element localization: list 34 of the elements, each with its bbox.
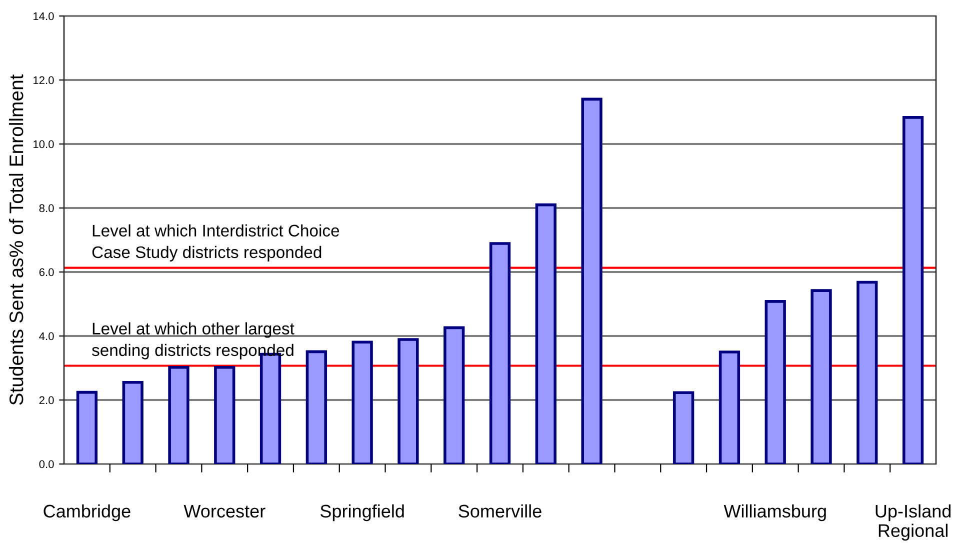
- bar: [214, 366, 236, 464]
- y-tick-label: 8.0: [39, 204, 54, 212]
- x-tick-label: Up-Island Regional: [876, 504, 951, 541]
- y-tick-label: 4.0: [39, 332, 54, 340]
- bar: [444, 326, 465, 464]
- bar: [306, 350, 327, 464]
- y-tick-label: 12.0: [34, 76, 54, 84]
- bar: [168, 366, 190, 464]
- bar: [673, 391, 694, 464]
- y-tick-label: 14.0: [34, 12, 54, 20]
- bar: [856, 280, 878, 464]
- x-tick-label: Cambridge: [44, 504, 130, 522]
- bar: [902, 116, 924, 464]
- x-tick-label: Williamsburg: [724, 504, 826, 522]
- bar: [535, 203, 556, 464]
- y-tick-label: 2.0: [39, 396, 54, 404]
- ref-line-label: Level at which other largest sending districts responded: [92, 322, 294, 360]
- bar: [76, 390, 98, 464]
- y-tick-label: 6.0: [39, 268, 54, 276]
- bar: [489, 242, 511, 464]
- ref-line-label: Level at which Interdistrict Choice Case Study districts responded: [92, 224, 340, 262]
- y-tick-label: 10.0: [34, 140, 54, 148]
- bar: [352, 340, 373, 464]
- x-tick-label: Springfield: [320, 504, 404, 522]
- y-tick-label: 0.0: [39, 460, 54, 468]
- x-tick-label: Somerville: [458, 504, 542, 518]
- bar: [718, 350, 740, 464]
- bar: [398, 338, 419, 464]
- bar: [122, 381, 144, 464]
- x-tick-label: Worcester: [184, 504, 266, 518]
- y-axis-title: Students Sent as% of Total Enrollment: [8, 74, 24, 405]
- bar: [764, 300, 786, 464]
- bar: [581, 98, 602, 464]
- bar: [810, 289, 832, 464]
